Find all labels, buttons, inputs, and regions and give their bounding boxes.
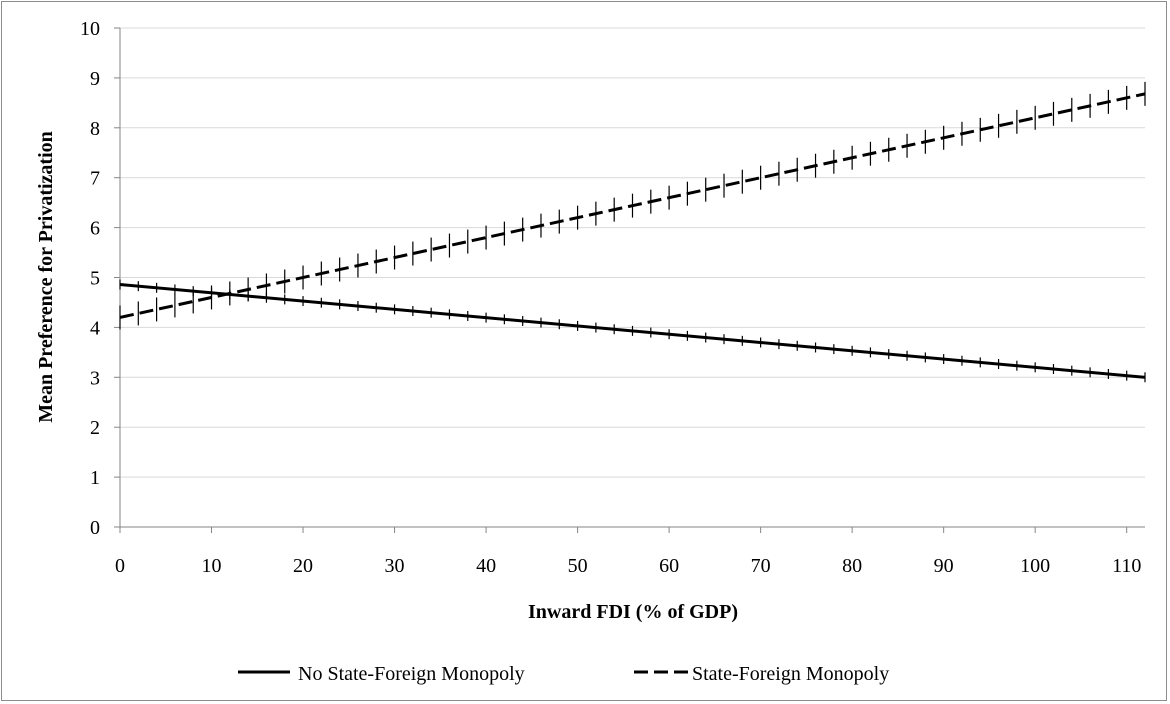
x-tick-label: 110 — [1112, 555, 1141, 577]
axes — [114, 27, 1145, 533]
legend-label-state-foreign: State-Foreign Monopoly — [692, 663, 889, 685]
legend: No State-Foreign Monopoly State-Foreign … — [238, 663, 889, 685]
y-axis-title: Mean Preference for Privatization — [35, 131, 57, 423]
x-tick-label: 10 — [202, 555, 222, 577]
x-tick-label: 40 — [476, 555, 496, 577]
y-tick-label: 3 — [90, 367, 100, 389]
y-tick-label: 0 — [90, 517, 100, 539]
x-tick-label: 20 — [293, 555, 313, 577]
y-tick-label: 10 — [80, 18, 100, 40]
y-tick-label: 5 — [90, 268, 100, 290]
y-tick-label: 9 — [90, 68, 100, 90]
y-tick-label: 6 — [90, 218, 100, 240]
y-tick-labels: 0 1 2 3 4 5 6 7 8 9 10 — [80, 18, 100, 539]
x-tick-label: 80 — [842, 555, 862, 577]
y-tick-label: 7 — [90, 168, 100, 190]
x-tick-label: 90 — [934, 555, 954, 577]
x-tick-labels: 0 10 20 30 40 50 60 70 80 90 100 110 — [115, 555, 1141, 577]
series-1 — [119, 279, 1146, 383]
y-tick-label: 1 — [90, 467, 100, 489]
x-tick-label: 100 — [1020, 555, 1050, 577]
x-tick-label: 50 — [568, 555, 588, 577]
series-2 — [119, 81, 1146, 330]
y-tick-label: 2 — [90, 417, 100, 439]
y-tick-label: 8 — [90, 118, 100, 140]
gridlines — [120, 27, 1145, 478]
x-axis-title: Inward FDI (% of GDP) — [528, 601, 738, 623]
x-tick-label: 30 — [385, 555, 405, 577]
legend-label-no-state-foreign: No State-Foreign Monopoly — [298, 663, 525, 685]
x-tick-label: 70 — [751, 555, 771, 577]
series-group — [119, 81, 1146, 383]
x-tick-label: 60 — [659, 555, 679, 577]
y-tick-label: 4 — [90, 317, 100, 339]
x-tick-label: 0 — [115, 555, 125, 577]
